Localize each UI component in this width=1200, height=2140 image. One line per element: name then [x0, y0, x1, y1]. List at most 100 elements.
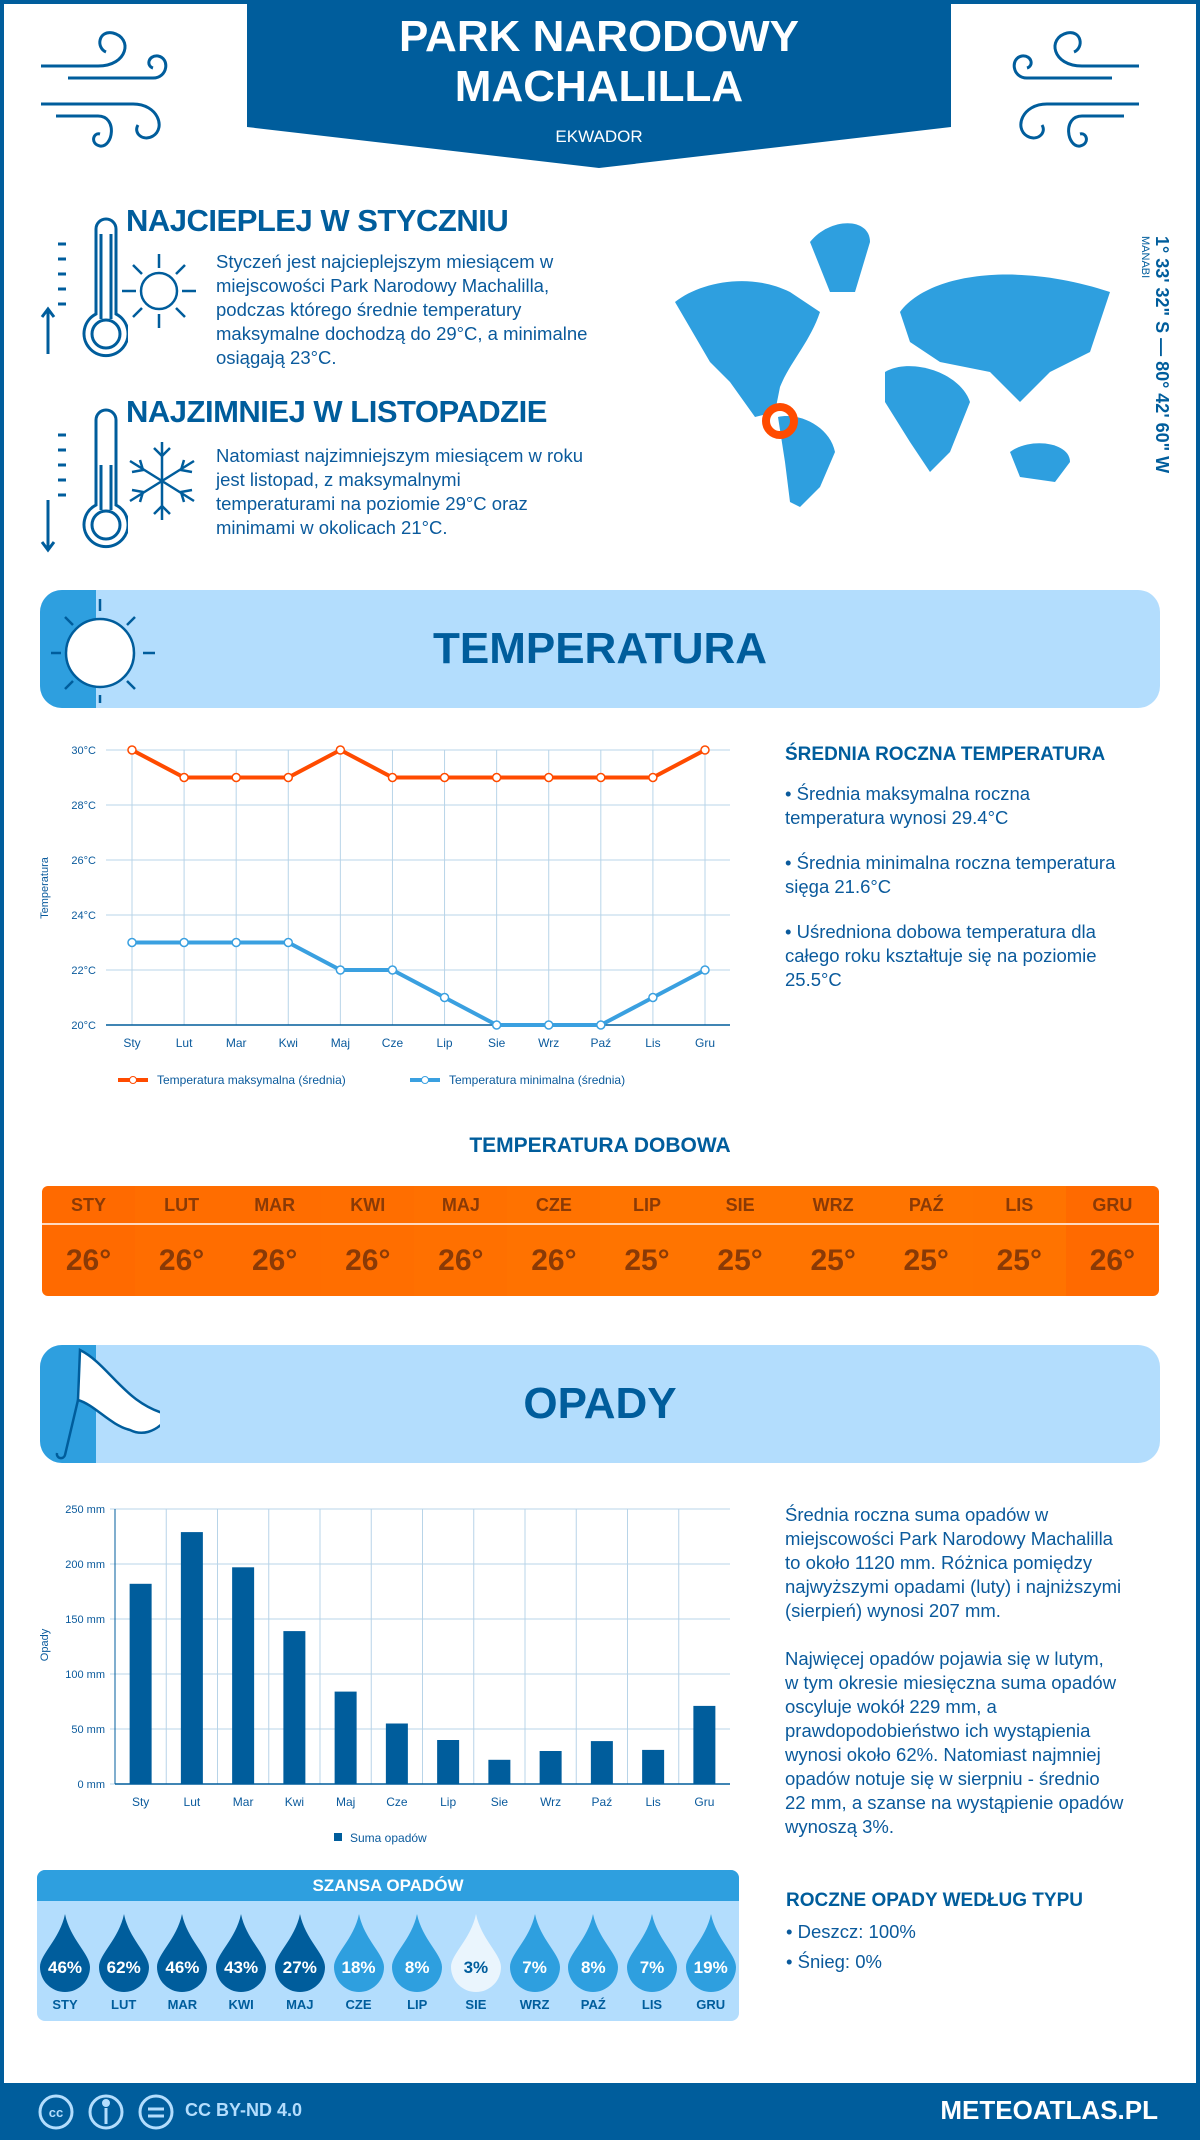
rain-drop-icon: 46% [157, 1914, 208, 1992]
chance-month-label: LIP [407, 1997, 428, 2012]
rain-drop-icon: 19% [685, 1914, 736, 1992]
thermometer-up-icon [40, 217, 128, 358]
data-point [283, 937, 294, 948]
x-tick-label: Lis [645, 1795, 660, 1809]
bar [539, 1751, 562, 1784]
bar [488, 1759, 511, 1784]
rain-drop-icon: 8% [392, 1914, 443, 1992]
coordinates-block: 1° 33' 32" S — 80° 42' 60" W MANABI [1139, 236, 1172, 473]
daily-column: WRZ 25° [786, 1186, 880, 1296]
chance-value: 3% [463, 1958, 489, 1977]
daily-column: LIP 25° [600, 1186, 694, 1296]
site-link[interactable]: METEOATLAS.PL [940, 2095, 1158, 2125]
type-snow: • Śnieg: 0% [786, 1951, 882, 1972]
x-tick-label: Mar [226, 1036, 247, 1050]
daily-column: MAJ 26° [414, 1186, 508, 1296]
x-tick-label: Lut [176, 1036, 193, 1050]
x-tick-label: Gru [695, 1036, 715, 1050]
precipitation-type-heading: ROCZNE OPADY WEDŁUG TYPU [786, 1890, 1083, 1911]
daily-temperature-value: 26° [1089, 1243, 1136, 1277]
y-tick-label: 250 mm [65, 1504, 105, 1516]
daily-column: MAR 26° [228, 1186, 322, 1296]
precipitation-chance-panel: SZANSA OPADÓW 46% STY 62% LUT 46% MAR 43% KWI 27… [37, 1870, 739, 2021]
x-tick-label: Sie [488, 1036, 506, 1050]
chance-value: 19% [693, 1958, 728, 1977]
bar [283, 1631, 306, 1784]
data-point [700, 965, 710, 975]
data-point [439, 772, 450, 783]
daily-column: LUT 26° [135, 1186, 229, 1296]
x-tick-label: Kwi [279, 1036, 298, 1050]
data-point [439, 992, 450, 1003]
rain-drop-icon: 46% [40, 1914, 90, 1992]
daily-temperature-value: 26° [158, 1243, 205, 1277]
chance-value: 46% [47, 1958, 83, 1977]
chance-value: 43% [224, 1958, 259, 1977]
rain-drop-icon: 3% [450, 1914, 501, 1992]
chance-value: 7% [639, 1958, 665, 1977]
sun-large-icon [51, 599, 155, 703]
rain-drop-icon: 7% [509, 1914, 560, 1992]
month-label: KWI [321, 1186, 415, 1225]
warmest-heading: NAJCIEPLEJ W STYCZNIU [126, 203, 509, 238]
daily-temperature-heading: TEMPERATURA DOBOWA [469, 1134, 731, 1157]
daily-temperature-value: 25° [903, 1243, 949, 1277]
y-tick-label: 150 mm [65, 1614, 105, 1626]
bar [129, 1583, 152, 1784]
coldest-heading: NAJZIMNIEJ W LISTOPADZIE [126, 394, 547, 429]
snowflake-icon [129, 442, 195, 520]
rain-drop-icon: 27% [274, 1914, 325, 1992]
daily-column: LIS 25° [972, 1186, 1066, 1296]
world-map [675, 223, 1110, 507]
data-point [596, 772, 606, 783]
x-tick-label: Mar [233, 1795, 254, 1809]
chance-month-label: LIS [641, 1997, 663, 2012]
chance-month-label: STY [52, 1997, 78, 2012]
y-tick-label: 30°C [71, 745, 96, 757]
month-label: PAŹ [879, 1186, 973, 1225]
temperature-summary: ŚREDNIA ROCZNA TEMPERATURA • Średnia mak… [785, 744, 1185, 992]
rain-drop-icon: 8% [568, 1914, 619, 1992]
footer: cc CC BY-ND 4.0 METEOATLAS.PL [0, 2083, 1200, 2140]
month-label: GRU [1065, 1186, 1159, 1225]
x-tick-label: Maj [331, 1036, 350, 1050]
x-tick-label: Gru [694, 1795, 714, 1809]
x-tick-label: Kwi [285, 1795, 304, 1809]
coordinates: 1° 33' 32" S — 80° 42' 60" W [1152, 236, 1172, 474]
rain-drop-icon: 62% [98, 1914, 149, 1992]
type-rain: • Deszcz: 100% [786, 1921, 916, 1942]
bar [642, 1749, 665, 1784]
chance-month-label: LUT [111, 1997, 137, 2012]
data-point [596, 1020, 606, 1030]
x-tick-label: Lis [645, 1036, 660, 1050]
region-label: MANABI [1139, 236, 1151, 279]
rain-drop-icon: 18% [333, 1914, 384, 1992]
chance-value: 18% [341, 1958, 376, 1977]
data-point [231, 772, 241, 783]
chance-value: 8% [404, 1958, 430, 1977]
daily-column: SIE 25° [693, 1186, 787, 1296]
y-tick-label: 200 mm [65, 1559, 105, 1571]
daily-temperature-value: 26° [252, 1243, 298, 1277]
rain-drop-icon: 43% [216, 1914, 267, 1992]
legend-label: Suma opadów [350, 1831, 427, 1845]
x-tick-label: Lip [440, 1795, 456, 1809]
daily-temperature-value: 26° [65, 1243, 112, 1277]
wind-icon-right [1012, 31, 1139, 148]
chance-value: 62% [106, 1958, 141, 1977]
x-tick-label: Maj [336, 1795, 355, 1809]
data-point [491, 1020, 502, 1030]
chance-month-label: MAJ [286, 1997, 314, 2012]
country-label: EKWADOR [555, 127, 643, 146]
month-label: STY [42, 1186, 136, 1225]
header-banner: PARK NARODOWY MACHALILLA EKWADOR [247, 0, 951, 168]
y-tick-label: 26°C [71, 855, 96, 867]
svg-text:cc: cc [49, 2105, 63, 2120]
month-label: LIP [600, 1186, 694, 1225]
bar [590, 1741, 613, 1784]
bar [437, 1740, 460, 1784]
temperature-chart: Sty Lut Mar Kwi Maj Cze Lip Sie Wrz Paź Lis Gru 20°C… [39, 745, 730, 1087]
data-point [543, 1020, 554, 1030]
daily-temperature-value: 25° [996, 1243, 1042, 1277]
month-label: SIE [693, 1186, 787, 1225]
